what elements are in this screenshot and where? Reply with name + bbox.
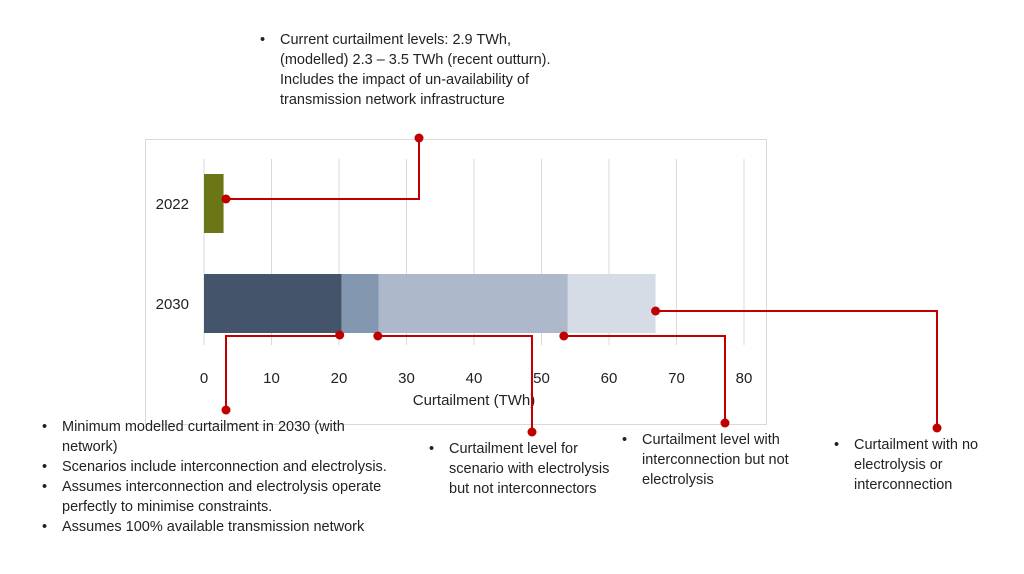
- y-category-label: 2030: [156, 296, 189, 313]
- callout-line-minimum: [225, 335, 340, 410]
- y-category-label: 2022: [156, 196, 189, 213]
- note-none: Curtailment with no electrolysis or inte…: [832, 435, 1007, 495]
- chart-frame: [145, 139, 767, 425]
- callout-dot: [720, 418, 730, 428]
- callout-dot: [527, 427, 537, 437]
- x-tick-label: 60: [601, 370, 618, 387]
- note-electrolysis: Curtailment level for scenario with elec…: [427, 439, 622, 499]
- x-tick-label: 10: [263, 370, 280, 387]
- x-tick-label: 50: [533, 370, 550, 387]
- note-none-bullet: Curtailment with no electrolysis or inte…: [834, 435, 1007, 495]
- note-minimum-bullet: Scenarios include interconnection and el…: [42, 457, 390, 477]
- x-axis-label: Curtailment (TWh): [413, 392, 536, 409]
- callout-dot: [373, 331, 383, 341]
- note-current-bullet: Current curtailment levels: 2.9 TWh, (mo…: [260, 30, 558, 110]
- bar-2022: [204, 174, 224, 233]
- note-minimum-bullet: Minimum modelled curtailment in 2030 (wi…: [42, 417, 390, 457]
- callout-dot: [559, 331, 569, 341]
- callout-dot: [651, 306, 661, 316]
- x-tick-label: 70: [668, 370, 685, 387]
- callout-dot: [414, 133, 424, 143]
- note-interconnection-bullet: Curtailment level with interconnection b…: [622, 430, 810, 490]
- bar-2030-segment: [204, 274, 342, 333]
- note-minimum: Minimum modelled curtailment in 2030 (wi…: [40, 417, 390, 537]
- callout-line-interconnection: [563, 335, 726, 423]
- note-electrolysis-bullet: Curtailment level for scenario with elec…: [429, 439, 622, 499]
- note-minimum-bullet: Assumes 100% available transmission netw…: [42, 517, 390, 537]
- callout-dot: [221, 194, 231, 204]
- callout-dot: [221, 405, 231, 415]
- bar-2030-segment: [378, 274, 568, 333]
- x-tick-label: 0: [200, 370, 208, 387]
- callout-line-current: [226, 138, 420, 200]
- note-minimum-bullet: Assumes interconnection and electrolysis…: [42, 477, 390, 517]
- x-tick-label: 80: [736, 370, 753, 387]
- note-interconnection: Curtailment level with interconnection b…: [620, 430, 810, 490]
- bar-2030-segment: [341, 274, 379, 333]
- callout-dot: [932, 423, 942, 433]
- x-tick-label: 30: [398, 370, 415, 387]
- bar-2030-segment: [567, 274, 656, 333]
- callout-line-none: [655, 310, 938, 428]
- callout-dot: [335, 330, 345, 340]
- x-tick-label: 20: [331, 370, 348, 387]
- x-tick-label: 40: [466, 370, 483, 387]
- note-current: Current curtailment levels: 2.9 TWh, (mo…: [258, 30, 558, 110]
- callout-line-electrolysis: [377, 335, 533, 432]
